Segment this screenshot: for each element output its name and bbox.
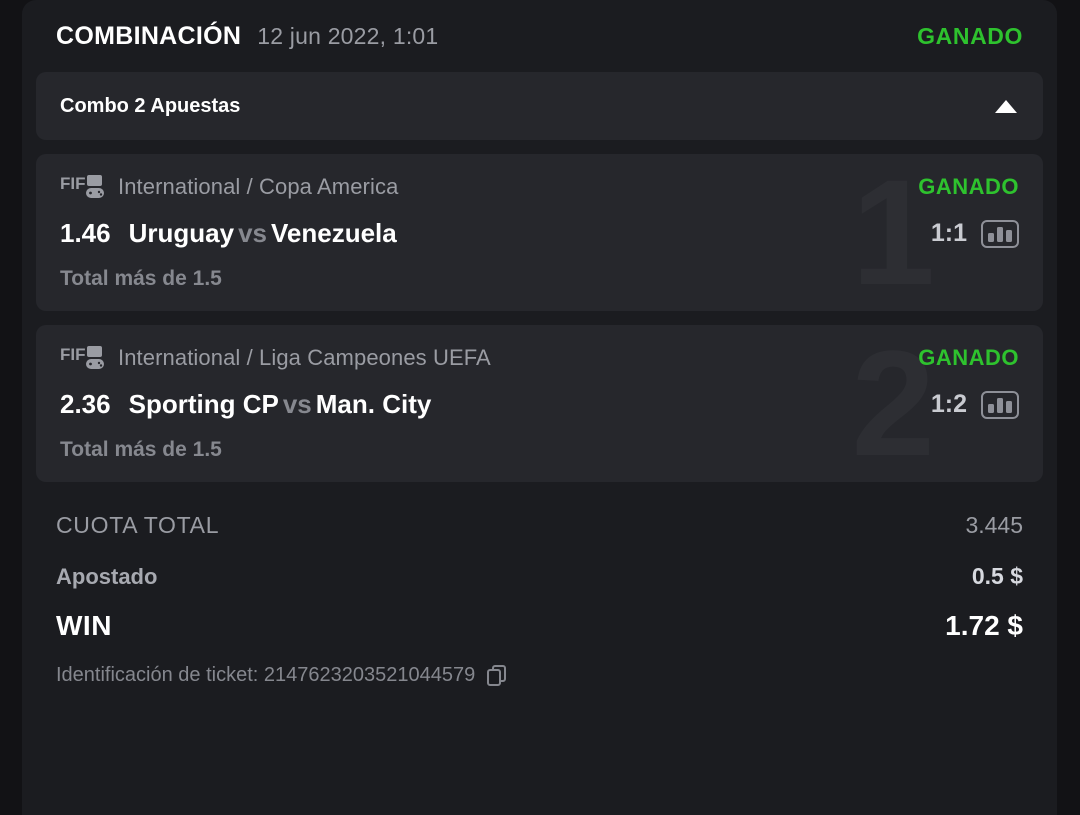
copy-icon-front xyxy=(487,668,502,686)
bet-league: International / Copa America xyxy=(118,174,399,199)
win-label: WIN xyxy=(56,610,112,641)
chevron-up-icon[interactable] xyxy=(993,93,1019,119)
combo-label: Combo 2 Apuestas xyxy=(60,94,241,117)
status-badge: GANADO xyxy=(917,22,1023,49)
bet-match-row: 2.36 Sporting CP vs Man. City 1:2 xyxy=(60,389,1019,420)
stats-bar-3 xyxy=(1006,229,1012,242)
ticket-id-row: Identificación de ticket: 21476232035210… xyxy=(56,664,1023,687)
win-row: WIN 1.72 $ xyxy=(56,610,1023,642)
total-odds-value: 3.445 xyxy=(965,512,1023,538)
stats-bar-1 xyxy=(988,232,994,242)
slip-header: COMBINACIÓN 12 jun 2022, 1:01 GANADO xyxy=(36,0,1043,72)
slip-date: 12 jun 2022, 1:01 xyxy=(257,22,439,49)
triangle-up-shape xyxy=(995,99,1017,113)
bet-status-badge: GANADO xyxy=(918,345,1019,370)
stake-row: Apostado 0.5 $ xyxy=(56,563,1023,590)
bet-match-row: 1.46 Uruguay vs Venezuela 1:1 xyxy=(60,218,1019,249)
combo-header[interactable]: Combo 2 Apuestas xyxy=(36,72,1043,140)
slip-summary: CUOTA TOTAL 3.445 Apostado 0.5 $ WIN 1.7… xyxy=(36,496,1043,687)
vs-separator: vs xyxy=(238,218,267,248)
bet-card[interactable]: 2 FIF International / Liga Campeones UEF xyxy=(36,325,1043,482)
bet-odds: 1.46 xyxy=(60,218,111,248)
stats-bars-icon[interactable] xyxy=(981,390,1019,419)
bet-odds: 2.36 xyxy=(60,389,111,419)
bet-card-header: FIF International / Liga Campeones UEFA … xyxy=(60,343,1019,373)
stats-bars-icon[interactable] xyxy=(981,219,1019,248)
page-title: COMBINACIÓN xyxy=(56,21,242,50)
fifa-esports-icon: FIF xyxy=(60,343,106,373)
team-away: Venezuela xyxy=(271,218,397,248)
team-away: Man. City xyxy=(315,389,432,419)
bet-league: International / Liga Campeones UEFA xyxy=(118,345,491,370)
svg-text:FIF: FIF xyxy=(60,174,86,193)
team-home: Sporting CP xyxy=(128,389,279,419)
copy-icon[interactable] xyxy=(487,664,507,687)
vs-separator: vs xyxy=(282,389,312,419)
bet-status-badge: GANADO xyxy=(918,174,1019,199)
stake-label: Apostado xyxy=(56,564,158,589)
svg-text:FIF: FIF xyxy=(60,345,86,364)
match-score: 1:1 xyxy=(930,219,967,247)
team-home: Uruguay xyxy=(128,218,235,248)
bet-slip-panel: COMBINACIÓN 12 jun 2022, 1:01 GANADO Com… xyxy=(22,0,1057,815)
bet-teams: Sporting CP vs Man. City xyxy=(129,389,432,420)
stake-value: 0.5 $ xyxy=(971,563,1023,589)
bet-market: Total más de 1.5 xyxy=(60,267,222,290)
stats-bar-2 xyxy=(997,397,1003,413)
stats-bar-2 xyxy=(997,226,1003,242)
ticket-id-label: Identificación de ticket: 21476232035210… xyxy=(56,664,476,686)
win-value: 1.72 $ xyxy=(945,610,1023,641)
stats-bar-1 xyxy=(988,403,994,413)
fifa-esports-icon: FIF xyxy=(60,172,106,202)
bet-card[interactable]: 1 FIF International / Copa America xyxy=(36,154,1043,311)
bet-teams: Uruguay vs Venezuela xyxy=(129,218,397,249)
bet-result-group: 1:2 xyxy=(931,390,1019,419)
bet-card-header: FIF International / Copa America GANADO xyxy=(60,172,1019,202)
match-score: 1:2 xyxy=(930,390,967,418)
total-odds-row: CUOTA TOTAL 3.445 xyxy=(56,512,1023,539)
bet-market: Total más de 1.5 xyxy=(60,438,222,461)
stats-bar-3 xyxy=(1006,400,1012,413)
bet-result-group: 1:1 xyxy=(931,219,1019,248)
total-odds-label: CUOTA TOTAL xyxy=(56,512,220,538)
